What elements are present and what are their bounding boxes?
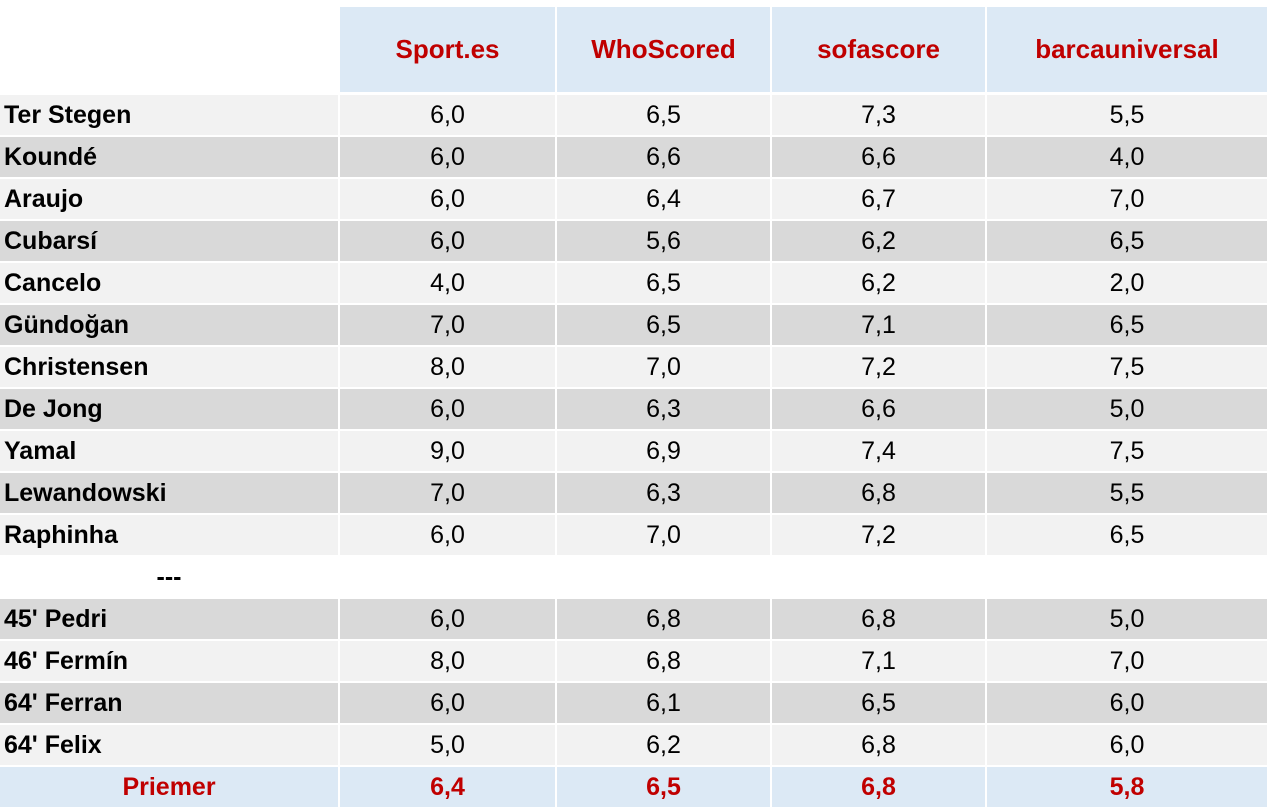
player-name: Christensen (0, 347, 338, 387)
rating: 6,2 (557, 725, 770, 765)
rating: 4,0 (340, 263, 555, 303)
rating: 7,2 (772, 347, 985, 387)
player-name: Araujo (0, 179, 338, 219)
rating: 6,5 (987, 221, 1267, 261)
average: 6,5 (557, 767, 770, 807)
rating: 5,0 (987, 389, 1267, 429)
rating: 6,6 (557, 137, 770, 177)
rating: 6,5 (557, 95, 770, 135)
rating: 6,0 (340, 515, 555, 555)
rating: 6,0 (340, 137, 555, 177)
rating: 5,6 (557, 221, 770, 261)
player-name: Gündoğan (0, 305, 338, 345)
rating: 5,5 (987, 473, 1267, 513)
rating: 7,5 (987, 347, 1267, 387)
rating: 7,2 (772, 515, 985, 555)
column-header: WhoScored (557, 7, 770, 92)
rating: 6,4 (557, 179, 770, 219)
rating: 4,0 (987, 137, 1267, 177)
rating: 6,6 (772, 389, 985, 429)
rating: 6,6 (772, 137, 985, 177)
rating: 7,0 (340, 473, 555, 513)
rating: 7,0 (557, 515, 770, 555)
rating: 8,0 (340, 641, 555, 681)
rating: 7,5 (987, 431, 1267, 471)
player-name: 64' Felix (0, 725, 338, 765)
column-header: sofascore (772, 7, 985, 92)
rating: 6,0 (340, 599, 555, 639)
rating: 7,0 (557, 347, 770, 387)
rating: 6,0 (987, 725, 1267, 765)
player-name: Lewandowski (0, 473, 338, 513)
rating: 6,8 (772, 473, 985, 513)
rating: 6,0 (340, 179, 555, 219)
rating: 6,2 (772, 263, 985, 303)
rating: 6,8 (772, 725, 985, 765)
player-name: Raphinha (0, 515, 338, 555)
rating: 6,5 (987, 305, 1267, 345)
rating: 8,0 (340, 347, 555, 387)
rating: 5,5 (987, 95, 1267, 135)
summary-label: Priemer (0, 767, 338, 807)
rating: 7,0 (340, 305, 555, 345)
player-name: 46' Fermín (0, 641, 338, 681)
player-name: De Jong (0, 389, 338, 429)
rating: 7,1 (772, 641, 985, 681)
rating: 7,3 (772, 95, 985, 135)
player-name: Yamal (0, 431, 338, 471)
rating: 6,2 (772, 221, 985, 261)
player-name: 64' Ferran (0, 683, 338, 723)
rating: 6,3 (557, 389, 770, 429)
rating: 7,0 (987, 179, 1267, 219)
column-header: barcauniversal (987, 7, 1267, 92)
rating: 5,0 (340, 725, 555, 765)
rating: 7,1 (772, 305, 985, 345)
player-name: Cubarsí (0, 221, 338, 261)
column-header: Sport.es (340, 7, 555, 92)
rating: 6,0 (340, 95, 555, 135)
rating: 6,8 (557, 641, 770, 681)
separator: --- (156, 562, 182, 591)
rating: 6,5 (557, 305, 770, 345)
average: 6,4 (340, 767, 555, 807)
rating: 7,4 (772, 431, 985, 471)
rating: 6,8 (557, 599, 770, 639)
rating: 6,0 (987, 683, 1267, 723)
rating: 7,0 (987, 641, 1267, 681)
rating: 6,0 (340, 683, 555, 723)
rating: 6,9 (557, 431, 770, 471)
player-name: Cancelo (0, 263, 338, 303)
player-name: Koundé (0, 137, 338, 177)
rating: 6,5 (772, 683, 985, 723)
rating: 6,5 (557, 263, 770, 303)
rating: 6,0 (340, 221, 555, 261)
rating: 6,5 (987, 515, 1267, 555)
rating: 6,1 (557, 683, 770, 723)
rating: 6,0 (340, 389, 555, 429)
rating: 2,0 (987, 263, 1267, 303)
player-name: Ter Stegen (0, 95, 338, 135)
player-name: 45' Pedri (0, 599, 338, 639)
rating: 6,3 (557, 473, 770, 513)
average: 6,8 (772, 767, 985, 807)
rating: 5,0 (987, 599, 1267, 639)
average: 5,8 (987, 767, 1267, 807)
rating: 9,0 (340, 431, 555, 471)
rating: 6,8 (772, 599, 985, 639)
rating: 6,7 (772, 179, 985, 219)
